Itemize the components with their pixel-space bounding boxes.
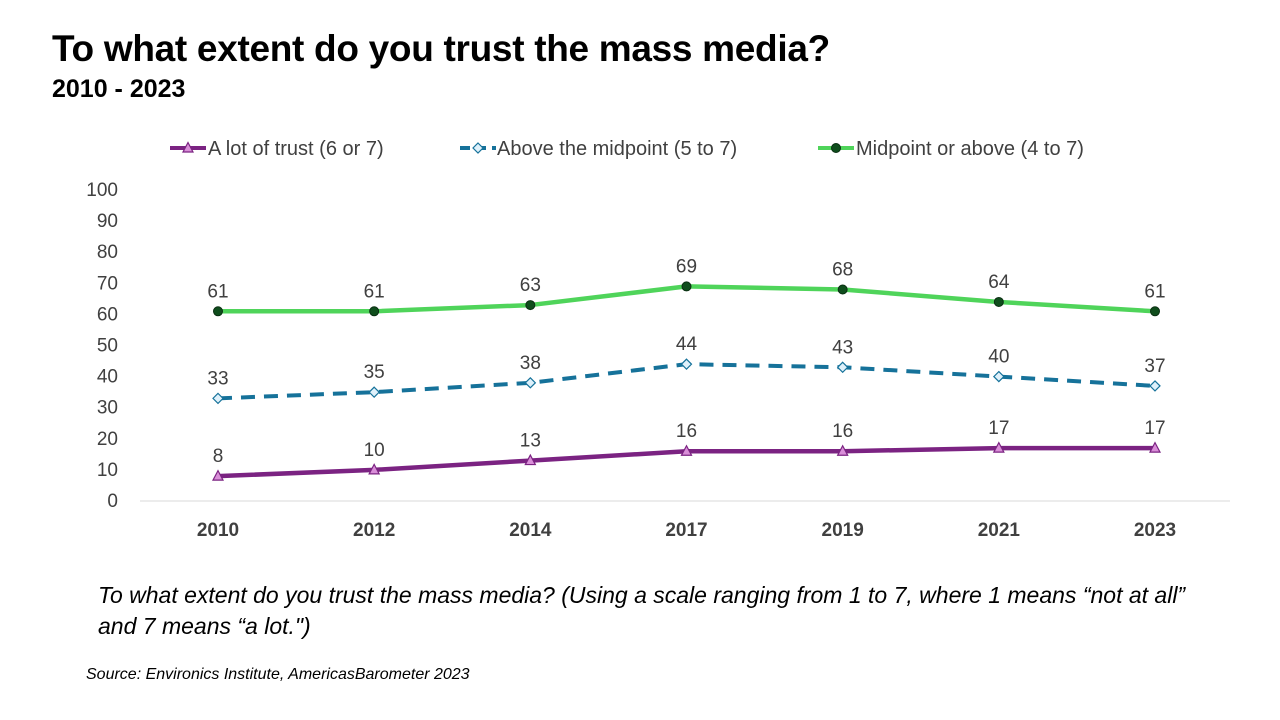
- y-tick-label: 60: [97, 304, 118, 325]
- legend-label-2: Above the midpoint (5 to 7): [497, 138, 737, 160]
- x-tick-label: 2019: [822, 520, 864, 541]
- data-label: 61: [207, 281, 228, 302]
- data-label: 16: [832, 421, 853, 442]
- y-tick-label: 50: [97, 336, 118, 357]
- data-label: 43: [832, 337, 853, 358]
- y-tick-label: 10: [97, 460, 118, 481]
- x-tick-label: 2017: [665, 520, 707, 541]
- data-label: 13: [520, 431, 541, 452]
- x-tick-label: 2012: [353, 520, 395, 541]
- data-label: 68: [832, 260, 853, 281]
- data-label: 17: [1144, 418, 1165, 439]
- data-label: 61: [364, 281, 385, 302]
- legend-marker-2: [472, 142, 484, 154]
- data-point: [524, 376, 537, 389]
- data-label: 69: [676, 256, 697, 277]
- data-label: 17: [988, 418, 1009, 439]
- data-label: 61: [1144, 281, 1165, 302]
- y-tick-label: 80: [97, 242, 118, 263]
- chart-subtitle: 2010 - 2023: [52, 75, 186, 103]
- data-point: [992, 441, 1005, 453]
- data-point: [1149, 380, 1161, 392]
- data-point: [213, 306, 223, 317]
- data-label: 8: [213, 446, 224, 467]
- y-tick-label: 0: [107, 491, 118, 512]
- data-point: [836, 444, 849, 456]
- y-tick-label: 90: [97, 211, 118, 232]
- data-point: [837, 284, 848, 295]
- data-point: [680, 358, 693, 371]
- data-point: [1150, 306, 1160, 317]
- data-point: [680, 444, 693, 456]
- data-point: [368, 386, 381, 398]
- x-tick-label: 2014: [509, 520, 552, 541]
- data-label: 44: [676, 334, 698, 355]
- y-tick-label: 20: [97, 429, 118, 450]
- data-point: [368, 463, 381, 475]
- data-label: 16: [676, 421, 697, 442]
- data-point: [992, 370, 1005, 383]
- data-point: [681, 281, 692, 292]
- legend-label-3: Midpoint or above (4 to 7): [856, 138, 1084, 160]
- y-tick-label: 40: [97, 367, 118, 388]
- source-note: Source: Environics Institute, AmericasBa…: [86, 666, 470, 683]
- data-point: [525, 300, 536, 311]
- data-label: 37: [1144, 356, 1165, 377]
- data-point: [836, 361, 849, 374]
- legend-marker-3: [831, 143, 841, 153]
- y-tick-label: 70: [97, 273, 118, 294]
- legend-label-1: A lot of trust (6 or 7): [208, 138, 384, 160]
- data-point: [369, 306, 380, 317]
- x-tick-label: 2021: [978, 520, 1021, 541]
- data-label: 64: [988, 272, 1010, 293]
- data-point: [212, 469, 224, 481]
- data-label: 63: [520, 275, 541, 296]
- y-tick-label: 100: [86, 180, 118, 201]
- x-tick-label: 2010: [197, 520, 239, 541]
- legend-marker-1: [182, 141, 194, 153]
- survey-question: To what extent do you trust the mass med…: [98, 582, 1186, 639]
- x-tick-label: 2023: [1134, 520, 1176, 541]
- data-label: 35: [364, 362, 385, 383]
- data-label: 10: [364, 440, 385, 461]
- data-point: [524, 453, 537, 466]
- chart-title: To what extent do you trust the mass med…: [52, 28, 830, 69]
- y-tick-label: 30: [97, 398, 118, 419]
- data-label: 40: [988, 347, 1009, 368]
- data-point: [1149, 441, 1161, 453]
- data-label: 38: [520, 353, 541, 374]
- data-point: [993, 296, 1004, 307]
- data-point: [212, 392, 224, 405]
- data-label: 33: [207, 368, 228, 389]
